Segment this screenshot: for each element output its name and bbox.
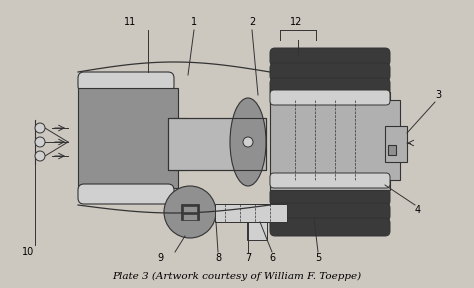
Bar xyxy=(183,206,197,212)
Text: 11: 11 xyxy=(124,17,136,27)
FancyBboxPatch shape xyxy=(78,72,174,92)
FancyBboxPatch shape xyxy=(270,218,390,236)
Bar xyxy=(168,118,266,170)
FancyBboxPatch shape xyxy=(270,48,390,66)
FancyBboxPatch shape xyxy=(270,173,390,188)
Text: 7: 7 xyxy=(245,253,251,263)
Ellipse shape xyxy=(230,98,266,186)
Bar xyxy=(270,92,390,106)
Bar xyxy=(215,204,287,222)
Text: 3: 3 xyxy=(435,90,441,100)
FancyBboxPatch shape xyxy=(270,78,390,96)
Bar xyxy=(385,126,407,162)
Text: 8: 8 xyxy=(215,253,221,263)
Text: 12: 12 xyxy=(290,17,302,27)
Circle shape xyxy=(164,186,216,238)
Circle shape xyxy=(35,151,45,161)
Text: 2: 2 xyxy=(249,17,255,27)
Bar xyxy=(215,204,287,222)
FancyBboxPatch shape xyxy=(78,184,174,204)
Text: 4: 4 xyxy=(415,205,421,215)
Text: 10: 10 xyxy=(22,247,34,257)
Text: 9: 9 xyxy=(157,253,163,263)
Bar xyxy=(270,176,390,190)
Circle shape xyxy=(35,123,45,133)
Bar xyxy=(270,100,400,180)
Text: 1: 1 xyxy=(191,17,197,27)
Bar xyxy=(388,145,396,155)
Text: 6: 6 xyxy=(269,253,275,263)
Bar xyxy=(168,118,266,170)
Text: Plate 3 (Artwork courtesy of William F. Toeppe): Plate 3 (Artwork courtesy of William F. … xyxy=(112,271,362,281)
FancyBboxPatch shape xyxy=(270,63,390,81)
Circle shape xyxy=(35,137,45,147)
Bar xyxy=(183,214,197,220)
FancyBboxPatch shape xyxy=(270,188,390,206)
Bar xyxy=(178,124,186,164)
Bar xyxy=(247,222,267,240)
Bar xyxy=(181,204,199,220)
FancyBboxPatch shape xyxy=(270,203,390,221)
Circle shape xyxy=(243,137,253,147)
Text: 5: 5 xyxy=(315,253,321,263)
Bar xyxy=(78,88,178,188)
FancyBboxPatch shape xyxy=(270,90,390,105)
Bar xyxy=(172,118,186,170)
